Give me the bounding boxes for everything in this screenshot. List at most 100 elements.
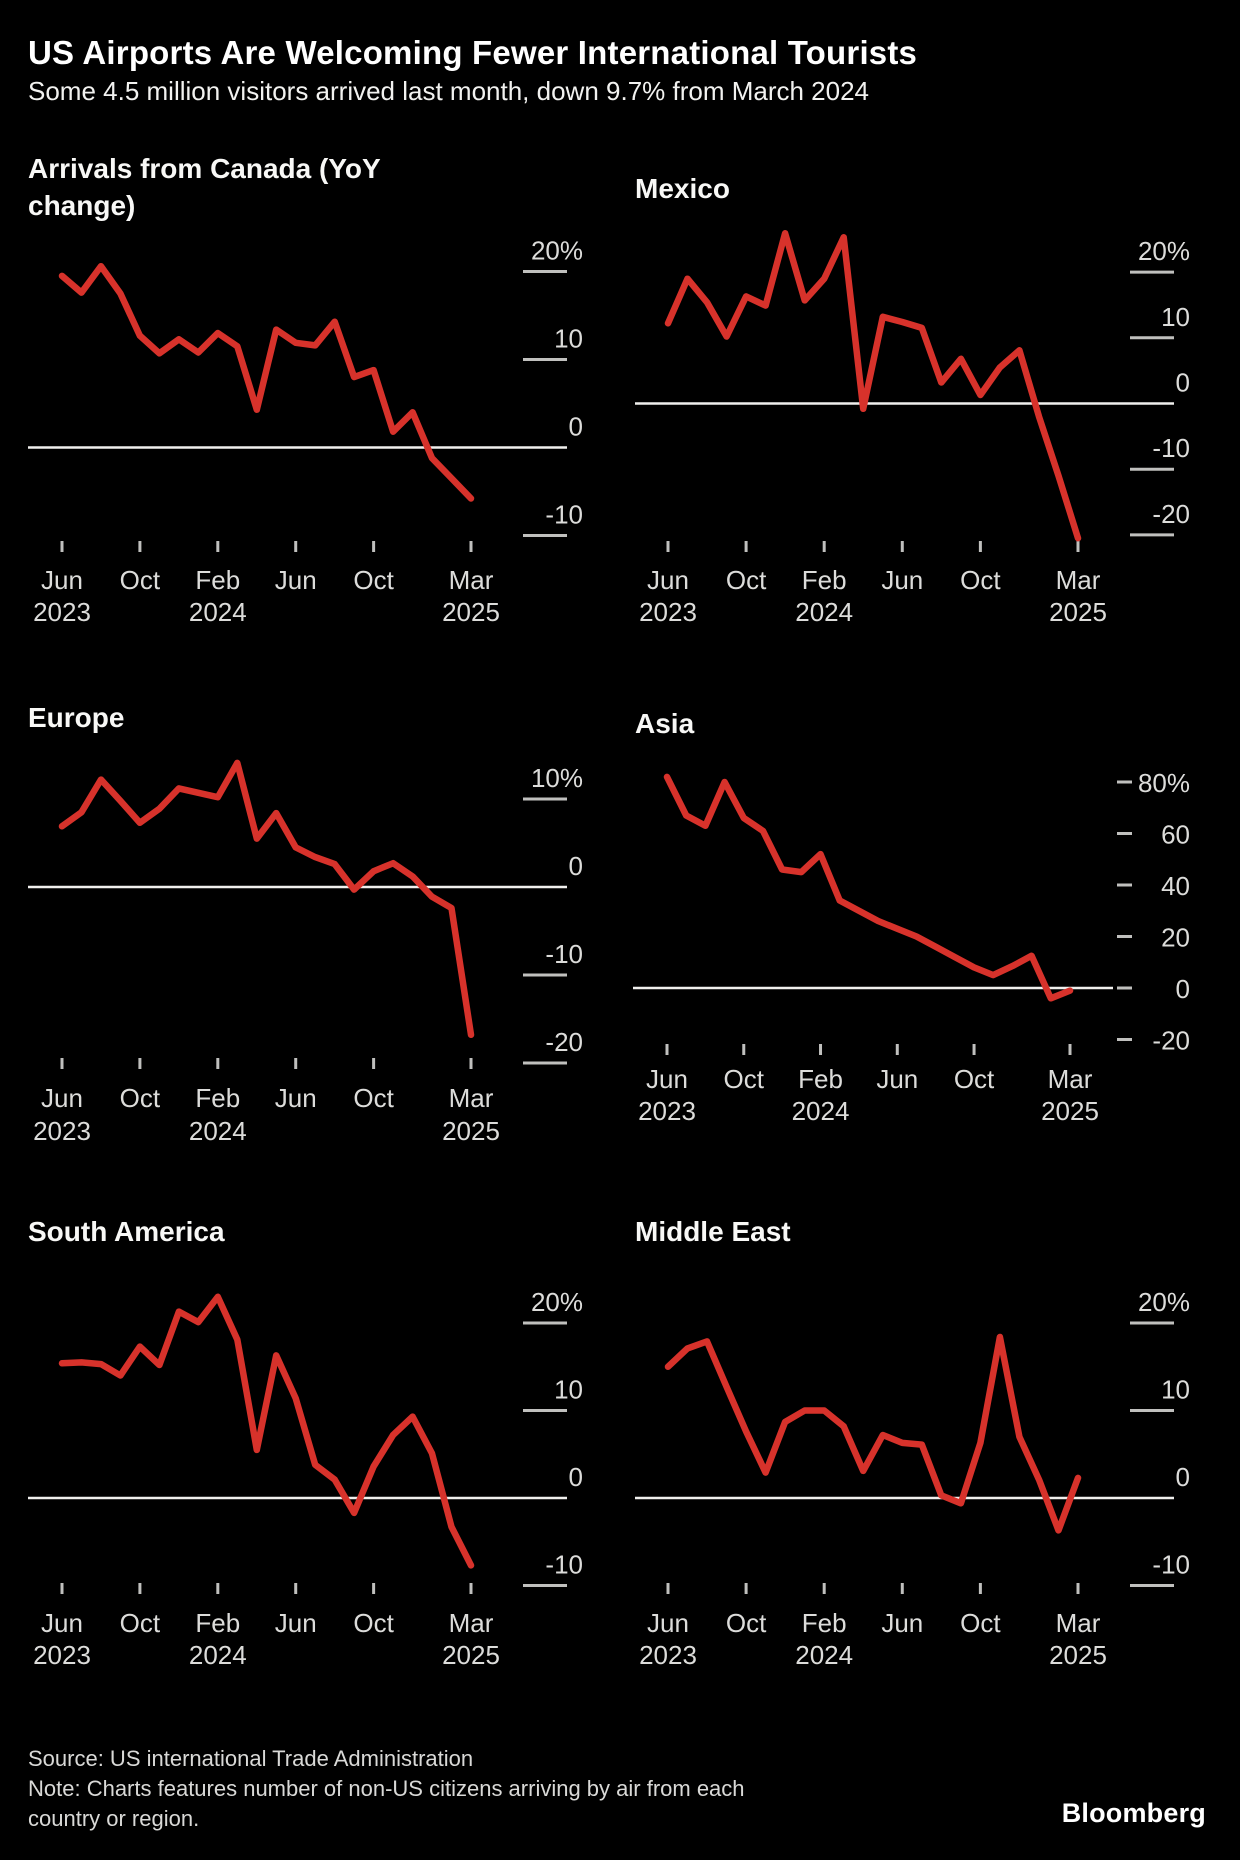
- chart-title-canada-line2: change): [28, 190, 136, 221]
- asia-ytick-label--20: -20: [1152, 1026, 1190, 1056]
- asia-xlabel-1-line1: Oct: [724, 1064, 765, 1094]
- south_america-ytick-label--10: -10: [545, 1550, 583, 1580]
- middle_east-xlabel-3-line1: Jun: [881, 1608, 923, 1638]
- middle_east-xlabel-5-line2: 2025: [1049, 1640, 1107, 1670]
- canada-xlabel-0-line2: 2023: [33, 597, 91, 627]
- page-title: US Airports Are Welcoming Fewer Internat…: [28, 34, 918, 71]
- south_america-xlabel-4-line1: Oct: [353, 1608, 394, 1638]
- mexico-ytick-label-20: 20%: [1138, 236, 1190, 266]
- europe-ytick-label--20: -20: [545, 1027, 583, 1057]
- bloomberg-logo: Bloomberg: [1061, 1798, 1206, 1828]
- canada-ytick-label-10: 10: [554, 324, 583, 354]
- middle_east-ytick-label-0: 0: [1176, 1462, 1190, 1492]
- europe-ytick-label-10: 10%: [531, 763, 583, 793]
- south_america-xlabel-3-line1: Jun: [275, 1608, 317, 1638]
- mexico-xlabel-5-line1: Mar: [1056, 565, 1101, 595]
- canada-xlabel-2-line2: 2024: [189, 597, 247, 627]
- source-note: Source: US international Trade Administr…: [28, 1746, 474, 1771]
- asia-ytick-label-80: 80%: [1138, 768, 1190, 798]
- asia-xlabel-2-line1: Feb: [798, 1064, 843, 1094]
- mexico-ytick-label-10: 10: [1161, 302, 1190, 332]
- south_america-xlabel-0-line1: Jun: [41, 1608, 83, 1638]
- south_america-xlabel-5-line1: Mar: [449, 1608, 494, 1638]
- mexico-series-line: [664, 230, 1082, 542]
- europe-ytick-label-0: 0: [569, 851, 583, 881]
- canada-ytick-label-0: 0: [569, 412, 583, 442]
- footnote-line1: Note: Charts features number of non-US c…: [28, 1776, 745, 1801]
- canada-xlabel-2-line1: Feb: [195, 565, 240, 595]
- middle_east-ytick-label--10: -10: [1152, 1550, 1190, 1580]
- asia-ytick-label-40: 40: [1161, 871, 1190, 901]
- europe-xlabel-4-line1: Oct: [353, 1083, 394, 1113]
- europe-xlabel-3-line1: Jun: [275, 1083, 317, 1113]
- middle_east-xlabel-2-line2: 2024: [795, 1640, 853, 1670]
- south_america-xlabel-1-line1: Oct: [120, 1608, 161, 1638]
- canada-ytick-label--10: -10: [545, 500, 583, 530]
- europe-xlabel-0-line1: Jun: [41, 1083, 83, 1113]
- europe-xlabel-2-line2: 2024: [189, 1116, 247, 1146]
- asia-ytick-label-60: 60: [1161, 820, 1190, 850]
- asia-series-line: [663, 773, 1074, 1002]
- south_america-series-line: [58, 1293, 475, 1569]
- south_america-xlabel-5-line2: 2025: [442, 1640, 500, 1670]
- canada-xlabel-5-line2: 2025: [442, 597, 500, 627]
- asia-ytick-label-20: 20: [1161, 923, 1190, 953]
- asia-xlabel-0-line2: 2023: [638, 1096, 696, 1126]
- europe-xlabel-1-line1: Oct: [120, 1083, 161, 1113]
- mexico-xlabel-5-line2: 2025: [1049, 597, 1107, 627]
- chart-title-canada: Arrivals from Canada (YoY change): [28, 150, 498, 224]
- chart-title-asia: Asia: [635, 708, 695, 739]
- chart-title-europe: Europe: [28, 702, 125, 733]
- europe-xlabel-0-line2: 2023: [33, 1116, 91, 1146]
- south_america-xlabel-2-line1: Feb: [195, 1608, 240, 1638]
- south_america-ytick-label-10: 10: [554, 1375, 583, 1405]
- mexico-xlabel-0-line2: 2023: [639, 597, 697, 627]
- middle_east-xlabel-0-line2: 2023: [639, 1640, 697, 1670]
- mexico-xlabel-2-line2: 2024: [795, 597, 853, 627]
- asia-xlabel-0-line1: Jun: [646, 1064, 688, 1094]
- europe-ytick-label--10: -10: [545, 939, 583, 969]
- canada-xlabel-5-line1: Mar: [449, 565, 494, 595]
- europe-xlabel-5-line2: 2025: [442, 1116, 500, 1146]
- mexico-ytick-label-0: 0: [1176, 368, 1190, 398]
- south_america-ytick-label-20: 20%: [531, 1287, 583, 1317]
- chart-title-middle-east: Middle East: [635, 1216, 791, 1247]
- canada-series-line: [58, 262, 475, 502]
- chart-title-mexico: Mexico: [635, 173, 730, 204]
- middle_east-xlabel-5-line1: Mar: [1056, 1608, 1101, 1638]
- mexico-ytick-label--10: -10: [1152, 433, 1190, 463]
- mexico-xlabel-1-line1: Oct: [726, 565, 767, 595]
- mexico-xlabel-3-line1: Jun: [881, 565, 923, 595]
- canada-xlabel-0-line1: Jun: [41, 565, 83, 595]
- south_america-xlabel-2-line2: 2024: [189, 1640, 247, 1670]
- europe-xlabel-5-line1: Mar: [449, 1083, 494, 1113]
- asia-xlabel-4-line1: Oct: [954, 1064, 995, 1094]
- canada-xlabel-3-line1: Jun: [275, 565, 317, 595]
- canada-ytick-label-20: 20%: [531, 236, 583, 266]
- asia-ytick-label-0: 0: [1176, 974, 1190, 1004]
- south_america-xlabel-0-line2: 2023: [33, 1640, 91, 1670]
- europe-xlabel-2-line1: Feb: [195, 1083, 240, 1113]
- page-subtitle: Some 4.5 million visitors arrived last m…: [28, 76, 870, 106]
- mexico-xlabel-2-line1: Feb: [802, 565, 847, 595]
- mexico-xlabel-0-line1: Jun: [647, 565, 689, 595]
- mexico-ytick-label--20: -20: [1152, 499, 1190, 529]
- south_america-ytick-label-0: 0: [569, 1462, 583, 1492]
- middle_east-ytick-label-10: 10: [1161, 1375, 1190, 1405]
- middle_east-xlabel-2-line1: Feb: [802, 1608, 847, 1638]
- chart-title-canada-line1: Arrivals from Canada (YoY: [28, 153, 381, 184]
- footnote-line2: country or region.: [28, 1806, 200, 1831]
- asia-xlabel-3-line1: Jun: [876, 1064, 918, 1094]
- asia-xlabel-5-line2: 2025: [1041, 1096, 1099, 1126]
- middle_east-xlabel-4-line1: Oct: [960, 1608, 1001, 1638]
- canada-xlabel-4-line1: Oct: [353, 565, 394, 595]
- asia-xlabel-2-line2: 2024: [792, 1096, 850, 1126]
